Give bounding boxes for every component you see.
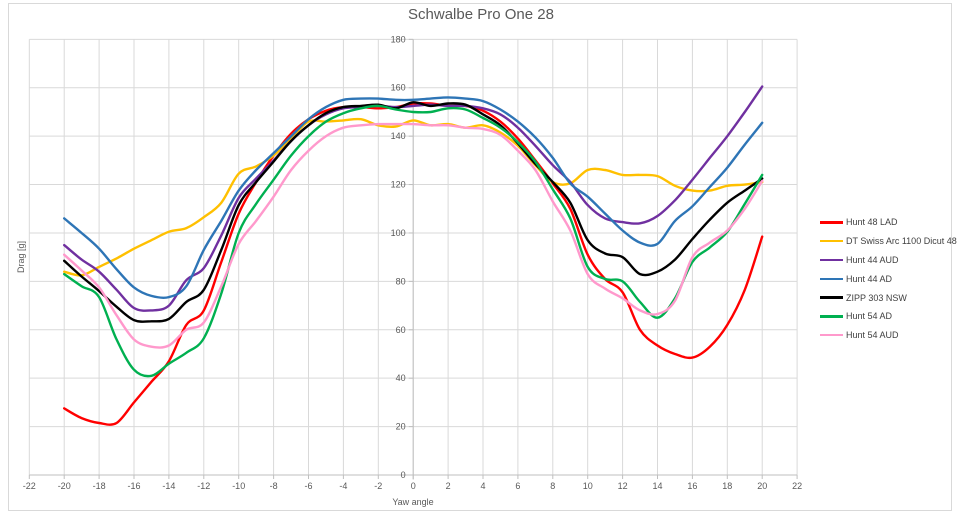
legend-label-hunt-54-aud: Hunt 54 AUD xyxy=(846,330,899,341)
x-tick-label-10: 10 xyxy=(583,481,593,491)
y-axis-title: Drag [g] xyxy=(16,240,26,274)
legend-label-dt-swiss-arc-1100-dicut-48: DT Swiss Arc 1100 Dicut 48 xyxy=(846,236,957,247)
y-tick-label-160: 160 xyxy=(391,83,406,93)
legend-swatch-hunt-48-lad xyxy=(820,221,843,224)
x-tick-label-14: 14 xyxy=(652,481,662,491)
series-line-dt-swiss-arc-1100-dicut-48 xyxy=(63,117,764,277)
chart-title: Schwalbe Pro One 28 xyxy=(408,6,554,23)
legend: Hunt 48 LAD DT Swiss Arc 1100 Dicut 48 Hun… xyxy=(820,213,957,345)
y-tick-label-20: 20 xyxy=(396,422,406,432)
x-axis-title: Yaw angle xyxy=(392,497,434,507)
y-tick-label-120: 120 xyxy=(391,180,406,190)
y-tick-label-60: 60 xyxy=(396,325,406,335)
legend-swatch-hunt-44-aud xyxy=(820,258,843,262)
legend-item-dt-swiss-arc-1100-dicut-48: DT Swiss Arc 1100 Dicut 48 xyxy=(820,232,957,251)
x-tick-label-4: 4 xyxy=(480,481,485,491)
y-tick-label-0: 0 xyxy=(401,470,406,480)
x-tick-label--14: -14 xyxy=(162,481,175,491)
series-line-hunt-54-aud xyxy=(63,122,764,349)
x-tick-label--10: -10 xyxy=(232,481,245,491)
x-tick-label-20: 20 xyxy=(757,481,767,491)
legend-label-zipp-303-nsw: ZIPP 303 NSW xyxy=(846,292,907,303)
x-tick-label--6: -6 xyxy=(304,481,312,491)
legend-item-hunt-54-aud: Hunt 54 AUD xyxy=(820,326,957,345)
y-tick-label-140: 140 xyxy=(391,131,406,141)
x-tick-label--12: -12 xyxy=(197,481,210,491)
x-tick-label--18: -18 xyxy=(93,481,106,491)
legend-label-hunt-48-lad: Hunt 48 LAD xyxy=(846,217,898,228)
legend-swatch-dt-swiss-arc-1100-dicut-48 xyxy=(820,239,843,243)
y-tick-label-40: 40 xyxy=(396,373,406,383)
x-tick-label-2: 2 xyxy=(446,481,451,491)
y-tick-label-100: 100 xyxy=(391,228,406,238)
x-tick-label-18: 18 xyxy=(722,481,732,491)
x-tick-label-16: 16 xyxy=(687,481,697,491)
legend-swatch-hunt-54-ad xyxy=(820,315,843,318)
y-tick-label-80: 80 xyxy=(396,276,406,286)
x-tick-label-12: 12 xyxy=(618,481,628,491)
x-tick-label--2: -2 xyxy=(374,481,382,491)
legend-item-hunt-44-ad: Hunt 44 AD xyxy=(820,269,957,288)
legend-label-hunt-44-aud: Hunt 44 AUD xyxy=(846,254,899,265)
x-tick-label--22: -22 xyxy=(23,481,36,491)
x-tick-label--8: -8 xyxy=(270,481,278,491)
series-line-hunt-44-ad xyxy=(63,96,764,300)
x-tick-label-6: 6 xyxy=(515,481,520,491)
x-tick-label-22: 22 xyxy=(792,481,802,491)
legend-swatch-zipp-303-nsw xyxy=(820,296,843,299)
x-tick-label-0: 0 xyxy=(411,481,416,491)
series-line-hunt-54-ad xyxy=(63,104,764,378)
series-line-hunt-44-aud xyxy=(63,85,764,312)
legend-label-hunt-54-ad: Hunt 54 AD xyxy=(846,311,893,322)
x-tick-label--20: -20 xyxy=(58,481,71,491)
legend-item-hunt-54-ad: Hunt 54 AD xyxy=(820,307,957,326)
y-tick-label-180: 180 xyxy=(391,34,406,44)
legend-label-hunt-44-ad: Hunt 44 AD xyxy=(846,273,893,284)
series-line-zipp-303-nsw xyxy=(63,101,764,323)
x-tick-label-8: 8 xyxy=(550,481,555,491)
x-tick-label--16: -16 xyxy=(127,481,140,491)
tick-labels: -22 -20 -18 -16 -14 -12 -10 -8 -6 -4 -2 0 2 4 6 8 10 12 14… xyxy=(23,34,802,491)
legend-item-hunt-44-aud: Hunt 44 AUD xyxy=(820,251,957,270)
legend-swatch-hunt-54-aud xyxy=(820,333,843,337)
x-tick-label--4: -4 xyxy=(339,481,347,491)
legend-item-hunt-48-lad: Hunt 48 LAD xyxy=(820,213,957,232)
legend-swatch-hunt-44-ad xyxy=(820,277,843,281)
legend-item-zipp-303-nsw: ZIPP 303 NSW xyxy=(820,288,957,307)
